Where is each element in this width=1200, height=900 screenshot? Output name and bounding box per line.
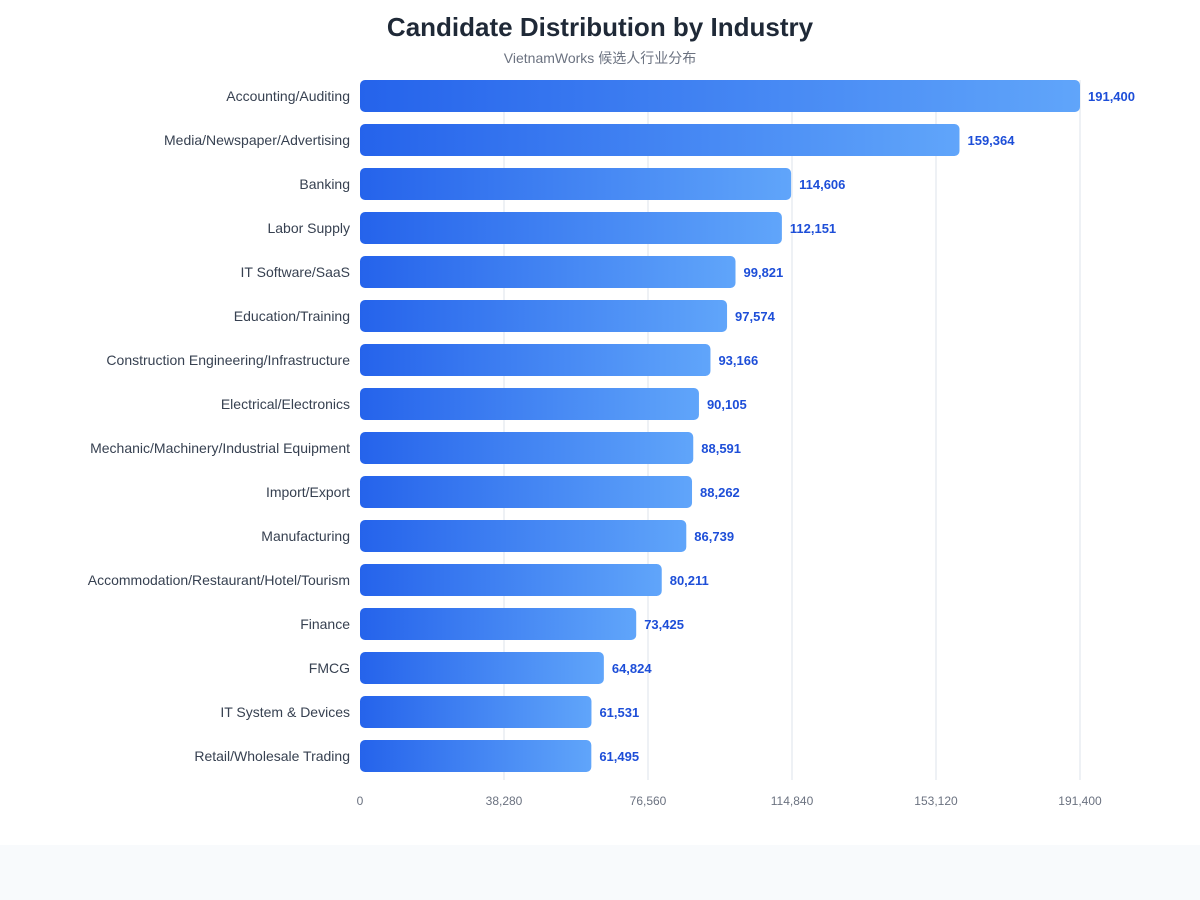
- category-label: Electrical/Electronics: [221, 396, 350, 412]
- value-label: 90,105: [707, 397, 747, 412]
- value-label: 93,166: [718, 353, 758, 368]
- category-label: Accounting/Auditing: [226, 88, 350, 104]
- footer-band: [0, 845, 1200, 900]
- category-label: FMCG: [309, 660, 350, 676]
- category-label: Import/Export: [266, 484, 350, 500]
- bars: [360, 80, 1080, 772]
- bar: [360, 388, 699, 420]
- bar: [360, 344, 711, 376]
- category-label: Retail/Wholesale Trading: [194, 748, 350, 764]
- x-tick-label: 153,120: [914, 794, 958, 808]
- value-label: 61,531: [599, 705, 639, 720]
- bar: [360, 608, 637, 640]
- category-label: Media/Newspaper/Advertising: [164, 132, 350, 148]
- value-label: 64,824: [612, 661, 653, 676]
- category-label: Labor Supply: [267, 220, 350, 236]
- value-label: 97,574: [735, 309, 776, 324]
- category-label: Education/Training: [234, 308, 350, 324]
- x-tick-label: 191,400: [1058, 794, 1102, 808]
- bar: [360, 696, 592, 728]
- x-tick-label: 76,560: [630, 794, 667, 808]
- category-label: Manufacturing: [261, 528, 350, 544]
- value-label: 86,739: [694, 529, 734, 544]
- bar: [360, 124, 960, 156]
- bar: [360, 564, 662, 596]
- bar: [360, 740, 592, 772]
- category-label: Construction Engineering/Infrastructure: [106, 352, 350, 368]
- category-label: Accommodation/Restaurant/Hotel/Tourism: [88, 572, 350, 588]
- bar: [360, 80, 1080, 112]
- category-labels: Accounting/Auditing Media/Newspaper/Adver…: [88, 88, 350, 764]
- value-label: 112,151: [790, 221, 836, 236]
- bar: [360, 432, 694, 464]
- value-label: 80,211: [670, 573, 709, 588]
- value-label: 61,495: [599, 749, 639, 764]
- bar: [360, 652, 604, 684]
- bar: [360, 520, 687, 552]
- chart-title: Candidate Distribution by Industry: [386, 12, 814, 42]
- bar: [360, 256, 736, 288]
- bar: [360, 300, 728, 332]
- value-label: 191,400: [1088, 89, 1135, 104]
- category-label: IT Software/SaaS: [241, 264, 350, 280]
- chart-subtitle: VietnamWorks 候选人行业分布: [503, 50, 697, 66]
- value-label: 88,591: [701, 441, 741, 456]
- value-label: 73,425: [644, 617, 684, 632]
- value-labels: 191,400 159,364 114,606 112,151 99,821 97,574…: [599, 89, 1135, 764]
- value-label: 99,821: [744, 265, 784, 280]
- value-label: 88,262: [700, 485, 740, 500]
- bar: [360, 476, 693, 508]
- x-axis-ticks: 0 38,280 76,560 114,840 153,120 191,400: [357, 794, 1102, 808]
- value-label: 159,364: [967, 133, 1015, 148]
- x-tick-label: 38,280: [486, 794, 523, 808]
- category-label: IT System & Devices: [220, 704, 350, 720]
- category-label: Mechanic/Machinery/Industrial Equipment: [90, 440, 350, 456]
- x-tick-label: 114,840: [771, 794, 814, 808]
- value-label: 114,606: [799, 177, 845, 192]
- x-tick-label: 0: [357, 794, 364, 808]
- category-label: Finance: [300, 616, 350, 632]
- category-label: Banking: [299, 176, 350, 192]
- bar: [360, 212, 782, 244]
- bar: [360, 168, 792, 200]
